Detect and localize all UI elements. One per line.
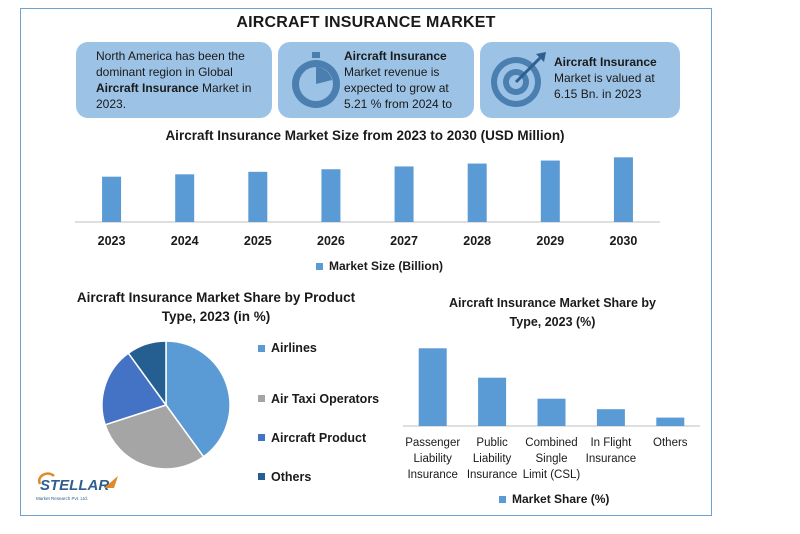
bar-2025 xyxy=(248,171,268,222)
x-tick-label: Combined Single Limit (CSL) xyxy=(523,437,581,481)
legend-label: Market Size (Billion) xyxy=(329,259,444,273)
x-tick-label: Public Liability Insurance xyxy=(467,437,518,481)
x-tick-label: In Flight Insurance xyxy=(586,437,637,465)
info-box-region-text: North America has been the dominant regi… xyxy=(96,49,245,79)
pie-legend: Airlines Air Taxi Operators Aircraft Produ… xyxy=(258,340,379,496)
legend-label: Airlines xyxy=(271,341,317,355)
market-size-legend: Market Size (Billion) xyxy=(316,259,443,273)
legend-label: Aircraft Product xyxy=(271,430,367,445)
x-tick-label-2027: 2027 xyxy=(390,234,418,248)
x-tick-label-line: Insurance xyxy=(586,453,637,465)
x-tick-label-line: Passenger xyxy=(405,437,460,449)
info-box-value: Aircraft Insurance Market is valued at 6… xyxy=(480,42,680,118)
pie-legend-item: Airlines xyxy=(258,340,379,356)
bar-combined-single-limit-csl- xyxy=(537,398,566,426)
legend-swatch xyxy=(258,434,265,441)
legend-swatch xyxy=(258,473,265,480)
x-tick-label-line: Single xyxy=(536,453,568,465)
info-box-region-text-end: Market in 2023. xyxy=(96,81,252,111)
info-box-region: North America has been the dominant regi… xyxy=(76,42,272,118)
pie-slice-air-taxi-operators xyxy=(104,404,205,470)
x-tick-label-2025: 2025 xyxy=(244,234,272,248)
market-size-chart-title: Aircraft Insurance Market Size from 2023… xyxy=(165,128,565,143)
bar-2029 xyxy=(540,160,560,222)
bar-2023 xyxy=(102,176,122,222)
pie-slice-aircraft-product xyxy=(101,352,168,426)
x-tick-label-2028: 2028 xyxy=(463,234,491,248)
bar-2028 xyxy=(467,163,487,222)
x-tick-label-line: Limit (CSL) xyxy=(523,469,581,481)
legend-swatch xyxy=(258,344,265,352)
legend-swatch xyxy=(316,262,323,270)
bar-others xyxy=(656,417,685,426)
target-icon xyxy=(491,52,546,107)
info-box-value-text: Market is valued at 6.15 Bn. in 2023 xyxy=(554,71,655,101)
infographic-frame xyxy=(20,8,712,516)
legend-label: Market Share (%) xyxy=(512,492,610,506)
x-tick-label-line: Public xyxy=(476,437,508,449)
legend-label: Air Taxi Operators xyxy=(271,391,380,406)
logo-tagline: Market Research Pvt. Ltd. xyxy=(36,496,88,501)
x-tick-label-line: In Flight xyxy=(590,437,632,449)
pie-slice-airlines xyxy=(165,340,231,458)
pie-legend-item: Air Taxi Operators xyxy=(258,379,379,418)
bar-passenger-liability-insurance xyxy=(418,348,447,426)
legend-swatch xyxy=(499,495,506,503)
stopwatch-icon xyxy=(292,52,340,108)
legend-label: Others xyxy=(271,469,312,484)
logo-text: STELLAR xyxy=(40,477,109,494)
page-title: AIRCRAFT INSURANCE MARKET xyxy=(236,14,496,31)
x-tick-label-2029: 2029 xyxy=(536,234,564,248)
x-tick-label-line: Liability xyxy=(414,453,453,465)
pie-legend-item: Aircraft Product xyxy=(258,418,379,457)
x-tick-label: Others xyxy=(653,437,688,449)
info-box-value-bold: Aircraft Insurance xyxy=(554,55,657,69)
bar-2030 xyxy=(613,157,633,222)
pie-slice-others xyxy=(127,340,167,408)
bar-2026 xyxy=(321,169,341,222)
info-box-region-bold: Aircraft Insurance xyxy=(96,81,199,95)
x-tick-label-line: Insurance xyxy=(407,469,458,481)
x-tick-label-2026: 2026 xyxy=(317,234,345,248)
x-tick-label-line: Liability xyxy=(473,453,512,465)
type-legend: Market Share (%) xyxy=(499,492,609,506)
pie-legend-item: Others xyxy=(258,457,379,496)
bar-2027 xyxy=(394,166,414,222)
legend-swatch xyxy=(258,395,265,402)
stellar-logo: STELLAR Market Research Pvt. Ltd. xyxy=(36,472,118,501)
info-box-growth: Aircraft Insurance Market revenue is exp… xyxy=(278,42,474,118)
x-tick-label-line: Others xyxy=(653,437,688,449)
x-tick-label: Passenger Liability Insurance xyxy=(405,437,460,481)
type-chart-title: Aircraft Insurance Market Share by Type,… xyxy=(448,296,657,329)
x-tick-label-line: Insurance xyxy=(467,469,518,481)
info-box-growth-bold: Aircraft Insurance xyxy=(344,49,447,63)
bar-2024 xyxy=(175,174,195,222)
x-tick-label-2030: 2030 xyxy=(610,234,638,248)
bar-public-liability-insurance xyxy=(478,377,507,426)
bar-in-flight-insurance xyxy=(596,409,625,426)
x-tick-label-2024: 2024 xyxy=(171,234,199,248)
pie-chart-title: Aircraft Insurance Market Share by Produ… xyxy=(76,290,356,324)
info-box-growth-text: Market revenue is expected to grow at 5.… xyxy=(344,65,453,111)
x-tick-label-line: Combined xyxy=(525,437,577,449)
x-tick-label-2023: 2023 xyxy=(98,234,126,248)
